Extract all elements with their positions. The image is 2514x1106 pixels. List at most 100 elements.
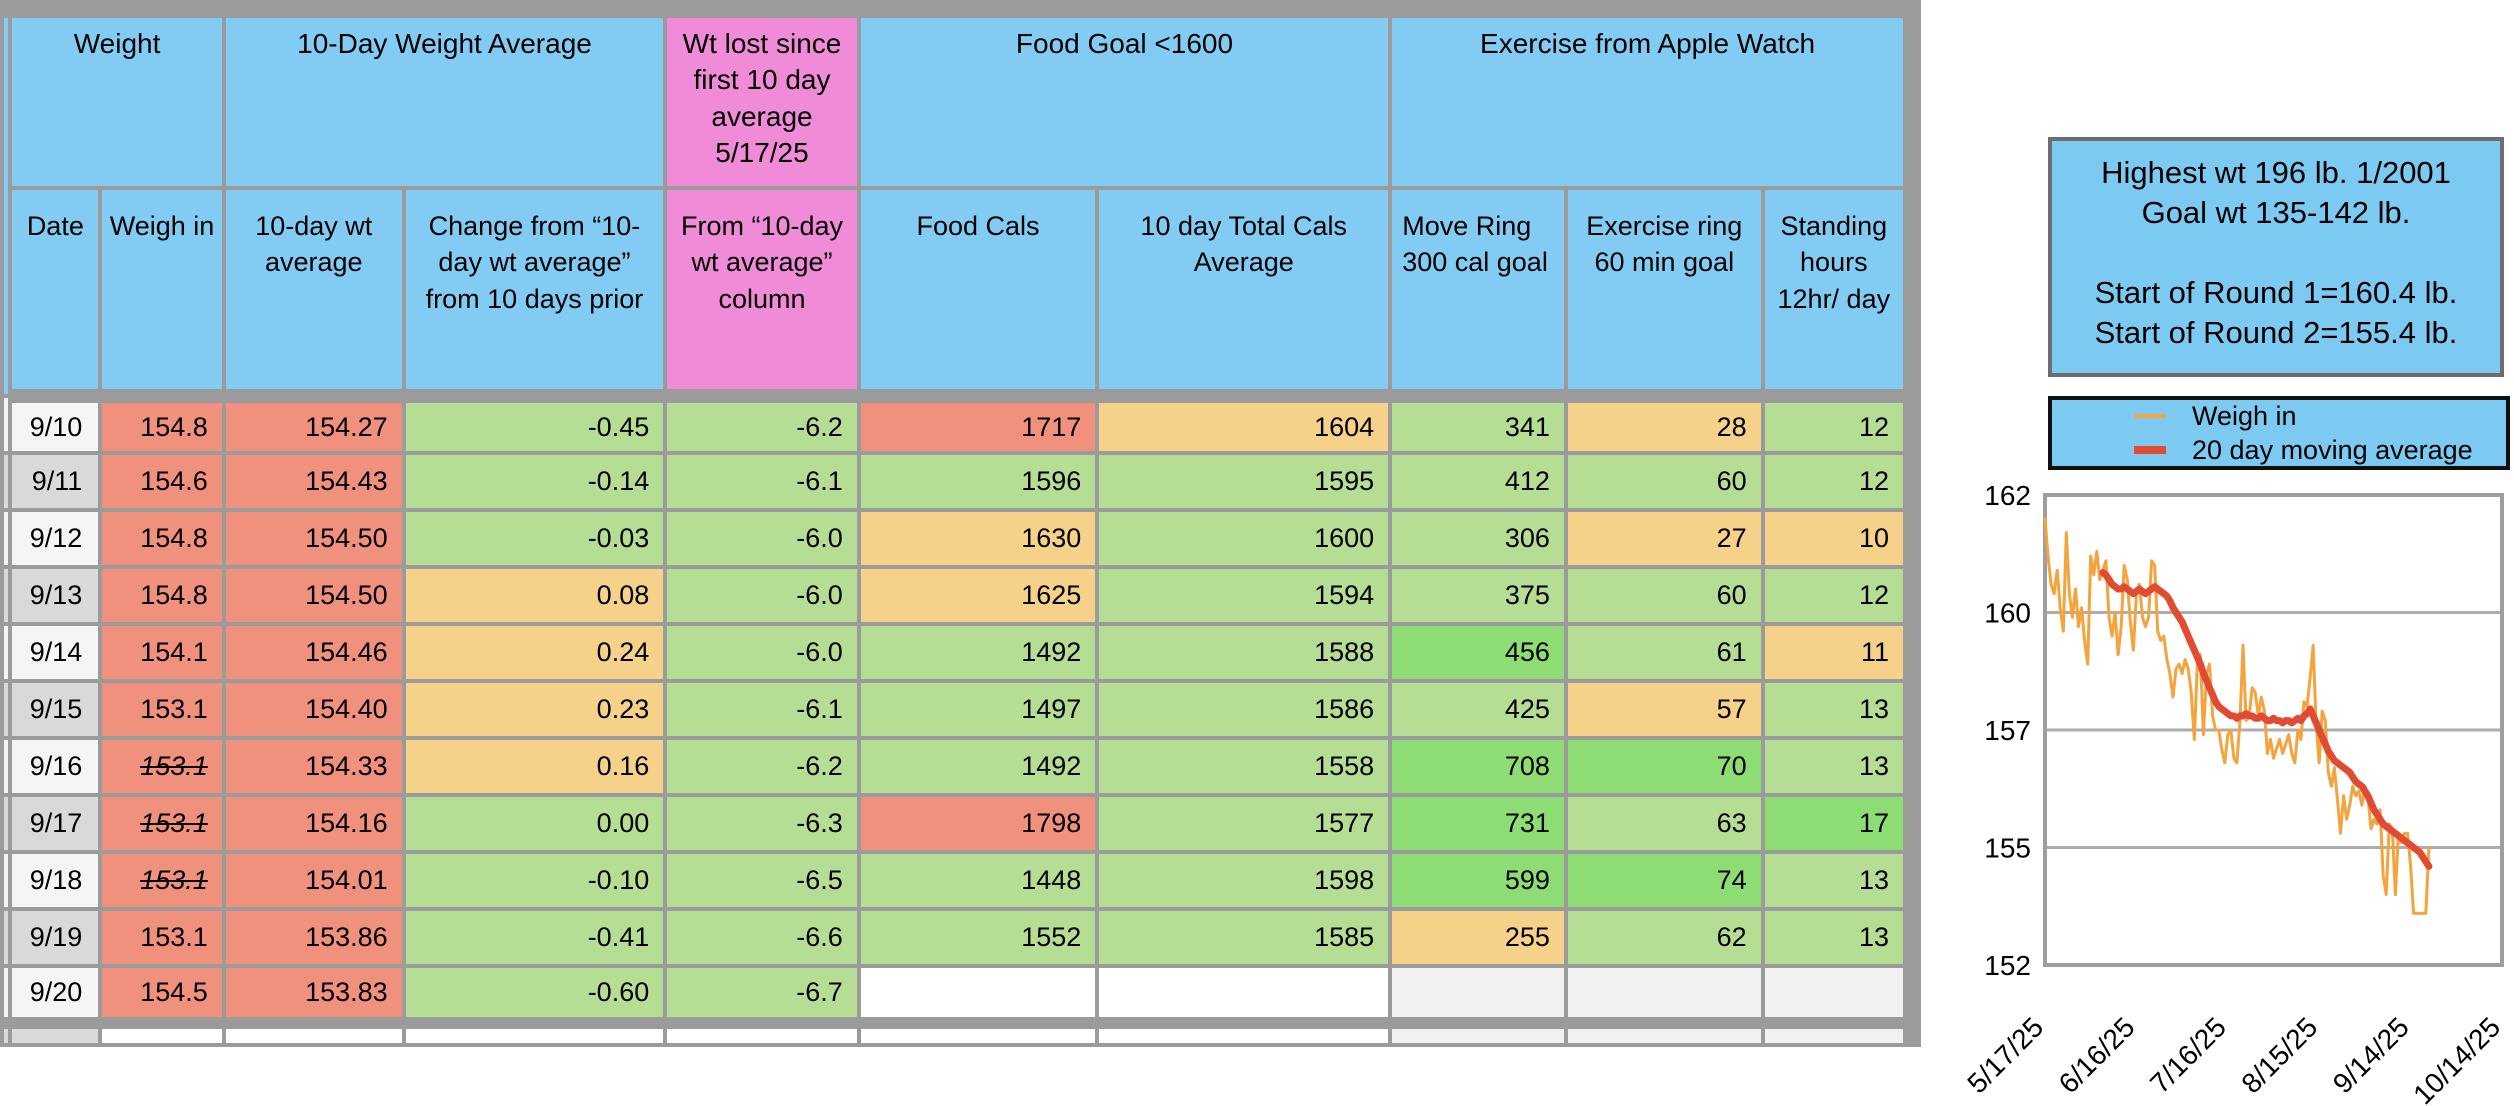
cell-exercise-ring-9/13[interactable]: 60 (1563, 565, 1765, 626)
cell-change-from-prior-9/10[interactable]: -0.45 (401, 394, 668, 455)
cell-wt-lost-9/10[interactable]: -6.2 (663, 394, 861, 455)
cell-change-from-prior-9/14[interactable]: 0.24 (401, 622, 668, 683)
cell-standing-hours-9/14[interactable]: 11 (1760, 622, 1908, 683)
cell-food-cals-next[interactable] (856, 1021, 1100, 1047)
cell-food-cals-9/18[interactable]: 1448 (856, 850, 1100, 911)
cell-10day-avg-9/13[interactable]: 154.50 (221, 565, 406, 626)
col-header-food-cals[interactable]: Food Cals (856, 186, 1100, 403)
col-header-move-ring[interactable]: Move Ring 300 cal goal (1388, 186, 1568, 403)
cell-standing-hours-next[interactable] (1760, 1021, 1908, 1047)
cell-10day-avg-9/19[interactable]: 153.86 (221, 907, 406, 968)
cell-date-9/14[interactable]: 9/14 (8, 622, 103, 683)
group-header-wt-lost[interactable]: Wt lost since first 10 day average 5/17/… (663, 14, 861, 190)
cell-food-cals-9/14[interactable]: 1492 (856, 622, 1100, 683)
cell-standing-hours-9/13[interactable]: 12 (1760, 565, 1908, 626)
cell-change-from-prior-9/17[interactable]: 0.00 (401, 793, 668, 854)
cell-exercise-ring-9/18[interactable]: 74 (1563, 850, 1765, 911)
cell-date-9/15[interactable]: 9/15 (8, 679, 103, 740)
cell-food-cals-9/11[interactable]: 1596 (856, 451, 1100, 512)
cell-10day-avg-9/20[interactable]: 153.83 (221, 964, 406, 1029)
cell-food-avg-9/10[interactable]: 1604 (1095, 394, 1393, 455)
cell-weigh-in-9/15[interactable]: 153.1 (98, 679, 226, 740)
cut-off-column-cell[interactable] (0, 907, 13, 968)
cell-move-ring-9/14[interactable]: 456 (1388, 622, 1568, 683)
cut-off-column-cell[interactable] (0, 451, 13, 512)
cell-exercise-ring-9/11[interactable]: 60 (1563, 451, 1765, 512)
col-header-standing-hours[interactable]: Standing hours 12hr/ day (1760, 186, 1908, 403)
cell-10day-avg-9/16[interactable]: 154.33 (221, 736, 406, 797)
cut-off-column-cell[interactable] (0, 508, 13, 569)
cut-off-column-cell[interactable] (0, 622, 13, 683)
cell-date-9/13[interactable]: 9/13 (8, 565, 103, 626)
cell-wt-lost-9/20[interactable]: -6.7 (663, 964, 861, 1029)
cell-wt-lost-9/14[interactable]: -6.0 (663, 622, 861, 683)
cell-date-9/17[interactable]: 9/17 (8, 793, 103, 854)
cell-food-cals-9/17[interactable]: 1798 (856, 793, 1100, 854)
cell-weigh-in-9/18[interactable]: 153.1 (98, 850, 226, 911)
cell-change-from-prior-9/11[interactable]: -0.14 (401, 451, 668, 512)
cell-exercise-ring-9/10[interactable]: 28 (1563, 394, 1765, 455)
col-header-weigh-in[interactable]: Weigh in (98, 186, 226, 403)
col-header-exercise-ring[interactable]: Exercise ring 60 min goal (1563, 186, 1765, 403)
cell-wt-lost-9/16[interactable]: -6.2 (663, 736, 861, 797)
cell-move-ring-9/16[interactable]: 708 (1388, 736, 1568, 797)
cell-10day-avg-next[interactable] (221, 1021, 406, 1047)
cut-off-column-cell[interactable] (0, 964, 13, 1029)
cell-move-ring-9/18[interactable]: 599 (1388, 850, 1568, 911)
col-header-wt-lost[interactable]: From “10-day wt average” column (663, 186, 861, 403)
cell-food-avg-9/19[interactable]: 1585 (1095, 907, 1393, 968)
cell-food-avg-9/16[interactable]: 1558 (1095, 736, 1393, 797)
cell-exercise-ring-9/17[interactable]: 63 (1563, 793, 1765, 854)
cell-exercise-ring-9/14[interactable]: 61 (1563, 622, 1765, 683)
cell-weigh-in-9/13[interactable]: 154.8 (98, 565, 226, 626)
cell-wt-lost-next[interactable] (663, 1021, 861, 1047)
weight-goals-info-box[interactable]: Highest wt 196 lb. 1/2001 Goal wt 135-142… (2048, 137, 2504, 377)
cell-standing-hours-9/15[interactable]: 13 (1760, 679, 1908, 740)
cell-wt-lost-9/11[interactable]: -6.1 (663, 451, 861, 512)
cell-food-avg-9/13[interactable]: 1594 (1095, 565, 1393, 626)
col-header-food-avg[interactable]: 10 day Total Cals Average (1095, 186, 1393, 403)
cell-move-ring-9/15[interactable]: 425 (1388, 679, 1568, 740)
cell-10day-avg-9/10[interactable]: 154.27 (221, 394, 406, 455)
cell-wt-lost-9/12[interactable]: -6.0 (663, 508, 861, 569)
col-header-10day-avg[interactable]: 10-day wt average (221, 186, 406, 403)
cell-change-from-prior-9/12[interactable]: -0.03 (401, 508, 668, 569)
cell-move-ring-9/19[interactable]: 255 (1388, 907, 1568, 968)
group-header-10day-average[interactable]: 10-Day Weight Average (221, 14, 668, 190)
cell-exercise-ring-9/15[interactable]: 57 (1563, 679, 1765, 740)
cell-10day-avg-9/11[interactable]: 154.43 (221, 451, 406, 512)
cut-off-column-cell[interactable] (0, 793, 13, 854)
cell-weigh-in-9/20[interactable]: 154.5 (98, 964, 226, 1029)
cell-change-from-prior-9/13[interactable]: 0.08 (401, 565, 668, 626)
cell-exercise-ring-next[interactable] (1563, 1021, 1765, 1047)
cell-date-9/20[interactable]: 9/20 (8, 964, 103, 1029)
cell-move-ring-9/17[interactable]: 731 (1388, 793, 1568, 854)
cell-move-ring-9/12[interactable]: 306 (1388, 508, 1568, 569)
cell-10day-avg-9/17[interactable]: 154.16 (221, 793, 406, 854)
cell-standing-hours-9/16[interactable]: 13 (1760, 736, 1908, 797)
cell-weigh-in-9/10[interactable]: 154.8 (98, 394, 226, 455)
cell-food-cals-9/19[interactable]: 1552 (856, 907, 1100, 968)
cell-date-9/16[interactable]: 9/16 (8, 736, 103, 797)
weight-chart[interactable]: 162 160 157 155 152 5/17/25 6/16/25 7/16/25 8/15… (1940, 455, 2514, 1106)
cell-food-avg-next[interactable] (1095, 1021, 1393, 1047)
group-header-food-goal[interactable]: Food Goal <1600 (856, 14, 1393, 190)
cell-standing-hours-9/12[interactable]: 10 (1760, 508, 1908, 569)
cell-change-from-prior-next[interactable] (401, 1021, 668, 1047)
cell-food-avg-9/18[interactable]: 1598 (1095, 850, 1393, 911)
cell-wt-lost-9/18[interactable]: -6.5 (663, 850, 861, 911)
chart-legend[interactable]: Weigh in 20 day moving average (2048, 396, 2510, 470)
cell-food-cals-9/15[interactable]: 1497 (856, 679, 1100, 740)
cell-move-ring-9/20[interactable] (1388, 964, 1568, 1029)
cell-exercise-ring-9/19[interactable]: 62 (1563, 907, 1765, 968)
cell-weigh-in-9/12[interactable]: 154.8 (98, 508, 226, 569)
cell-standing-hours-9/10[interactable]: 12 (1760, 394, 1908, 455)
cell-change-from-prior-9/18[interactable]: -0.10 (401, 850, 668, 911)
cell-weigh-in-9/14[interactable]: 154.1 (98, 622, 226, 683)
cell-standing-hours-9/17[interactable]: 17 (1760, 793, 1908, 854)
cell-date-9/19[interactable]: 9/19 (8, 907, 103, 968)
cell-date-next[interactable] (8, 1021, 103, 1047)
cell-food-cals-9/13[interactable]: 1625 (856, 565, 1100, 626)
cell-weigh-in-next[interactable] (98, 1021, 226, 1047)
cut-off-column-cell[interactable] (0, 679, 13, 740)
